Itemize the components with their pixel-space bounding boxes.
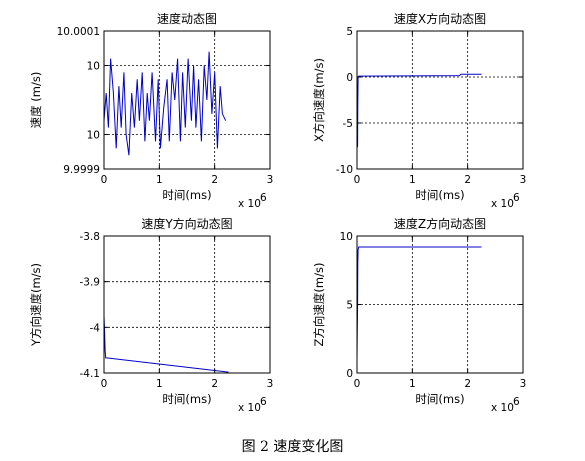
speed-z-x-multiplier-exponent: 6	[513, 396, 520, 408]
speed-z-title: 速度Z方向动态图	[394, 216, 486, 231]
speed-z-x-tick-label: 3	[520, 378, 527, 390]
speed-x-title: 速度X方向动态图	[394, 11, 486, 26]
speed-x-axes-box	[356, 30, 524, 170]
speed-y-series-line	[103, 315, 229, 373]
speed-x-x-tick-label: 1	[409, 174, 416, 186]
speed-x-tick-label: 1	[156, 174, 163, 186]
speed-y-y-tick-label: -3.9	[80, 277, 101, 289]
speed-x-x-axis-label: 时间(ms)	[415, 188, 464, 202]
speed-x-multiplier-exponent: 6	[260, 192, 267, 204]
speed-y-tick-label: 10	[87, 130, 100, 142]
speed-y-x-multiplier: x 10	[238, 402, 261, 414]
speed-x-axis-label: 时间(ms)	[162, 188, 211, 202]
speed-x-y-tick-label: -10	[336, 164, 353, 176]
speed-z-y-tick-label: 10	[340, 231, 353, 243]
speed-x-x-tick-label: 3	[520, 174, 527, 186]
speed-y-x-tick-label: 1	[156, 378, 163, 390]
speed-z-series-line	[356, 246, 482, 357]
speed-z-y-tick-label: 5	[346, 300, 353, 312]
speed-x-y-axis-label: X方向速度(m/s)	[312, 58, 326, 142]
speed-x-x-tick-label: 2	[464, 174, 471, 186]
speed-x-multiplier: x 10	[238, 198, 261, 210]
speed-y-x-multiplier-exponent: 6	[260, 396, 267, 408]
speed-y-y-axis-label: Y方向速度(m/s)	[29, 263, 43, 347]
speed-x-tick-label: 0	[101, 174, 108, 186]
speed-y-title: 速度Y方向动态图	[141, 216, 232, 231]
speed-y-tick-label: 10	[87, 61, 100, 73]
speed-x-x-multiplier: x 10	[491, 198, 514, 210]
speed-z-x-tick-label: 1	[409, 378, 416, 390]
speed-z-x-axis-label: 时间(ms)	[415, 392, 464, 406]
speed-y-tick-label: 9.9999	[63, 164, 100, 176]
speed-x-x-tick-label: 0	[354, 174, 361, 186]
speed-y-axis-label: 速度 (m/s)	[29, 72, 43, 129]
speed-x-tick-label: 2	[211, 174, 218, 186]
speed-y-x-axis-label: 时间(ms)	[162, 392, 211, 406]
speed-z-x-tick-label: 0	[354, 378, 361, 390]
speed-y-y-tick-label: -4	[90, 322, 101, 334]
speed-axes-box	[103, 30, 271, 170]
figure-caption: 图 2 速度变化图	[241, 439, 344, 455]
speed-y-x-tick-label: 3	[267, 378, 274, 390]
speed-y-axes-box	[103, 235, 271, 374]
speed-title: 速度动态图	[157, 11, 217, 26]
speed-y-x-tick-label: 2	[211, 378, 218, 390]
speed-x-y-tick-label: 5	[346, 26, 353, 38]
speed-x-tick-label: 3	[267, 174, 274, 186]
speed-series-line	[103, 51, 227, 156]
speed-y-tick-label: 10.0001	[57, 26, 100, 38]
speed-z-x-tick-label: 2	[464, 378, 471, 390]
speed-y-x-tick-label: 0	[101, 378, 108, 390]
speed-z-y-tick-label: 0	[346, 368, 353, 380]
speed-x-y-tick-label: -5	[343, 118, 353, 130]
speed-z-x-multiplier: x 10	[491, 402, 514, 414]
speed-y-y-tick-label: -3.8	[80, 231, 101, 243]
speed-z-y-axis-label: Z方向速度(m/s)	[312, 263, 326, 347]
speed-y-y-tick-label: -4.1	[80, 368, 101, 380]
speed-x-x-multiplier-exponent: 6	[513, 192, 520, 204]
speed-x-y-tick-label: 0	[346, 72, 353, 84]
speed-x-series-line	[356, 73, 482, 148]
